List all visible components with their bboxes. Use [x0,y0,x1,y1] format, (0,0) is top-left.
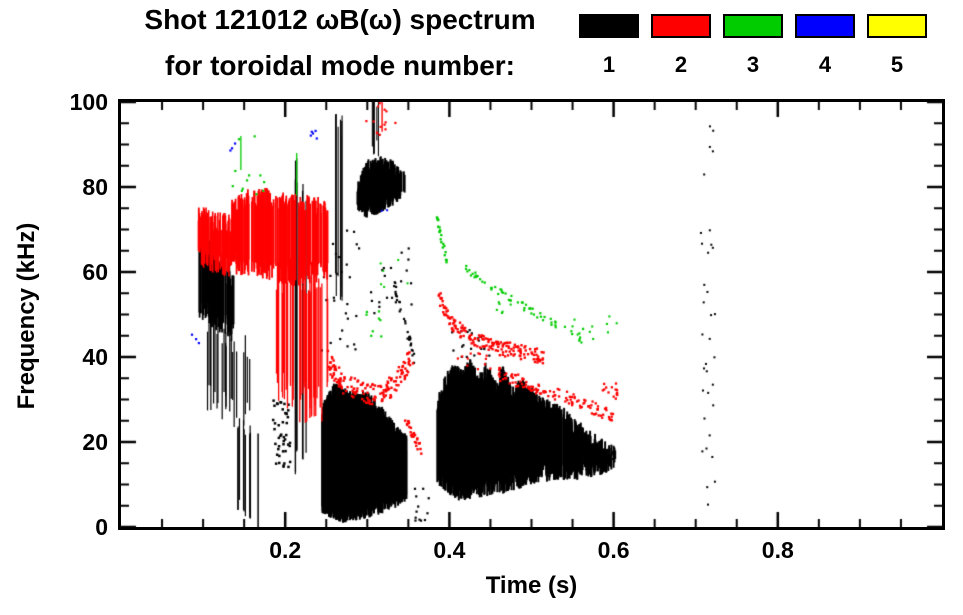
y-tick-label: 40 [82,344,108,370]
y-tick-label: 20 [82,429,108,455]
x-tick-label: 0.2 [269,537,302,563]
legend-label: 4 [818,52,832,77]
legend-label: 5 [890,52,904,77]
legend-swatch-1 [579,14,639,38]
y-tick-label: 0 [95,514,108,540]
legend-swatch-4 [795,14,855,38]
legend-item-3: 3 [722,14,784,78]
x-tick-label: 0.4 [433,537,466,563]
legend-label: 3 [746,52,760,77]
legend-item-5: 5 [866,14,928,78]
figure-title: Shot 121012 ωB(ω) spectrum [144,4,536,35]
plot-canvas [121,102,942,527]
y-tick-label: 100 [69,89,108,115]
y-tick-label: 80 [82,174,108,200]
legend-item-4: 4 [794,14,856,78]
x-tick-label: 0.8 [761,537,794,563]
x-tick-label: 0.6 [597,537,630,563]
legend-item-2: 2 [650,14,712,78]
mode-legend: 1 2 3 4 5 [578,14,928,78]
plot-area [118,99,945,530]
legend-swatch-3 [723,14,783,38]
figure-subtitle: for toroidal mode number: [165,50,515,81]
legend-swatch-5 [867,14,927,38]
legend-swatch-2 [651,14,711,38]
y-axis-label: Frequency (kHz) [13,222,40,410]
x-axis-label: Time (s) [485,572,578,599]
legend-label: 1 [602,52,616,77]
legend-label: 2 [674,52,688,77]
y-tick-label: 60 [82,259,108,285]
legend-item-1: 1 [578,14,640,78]
